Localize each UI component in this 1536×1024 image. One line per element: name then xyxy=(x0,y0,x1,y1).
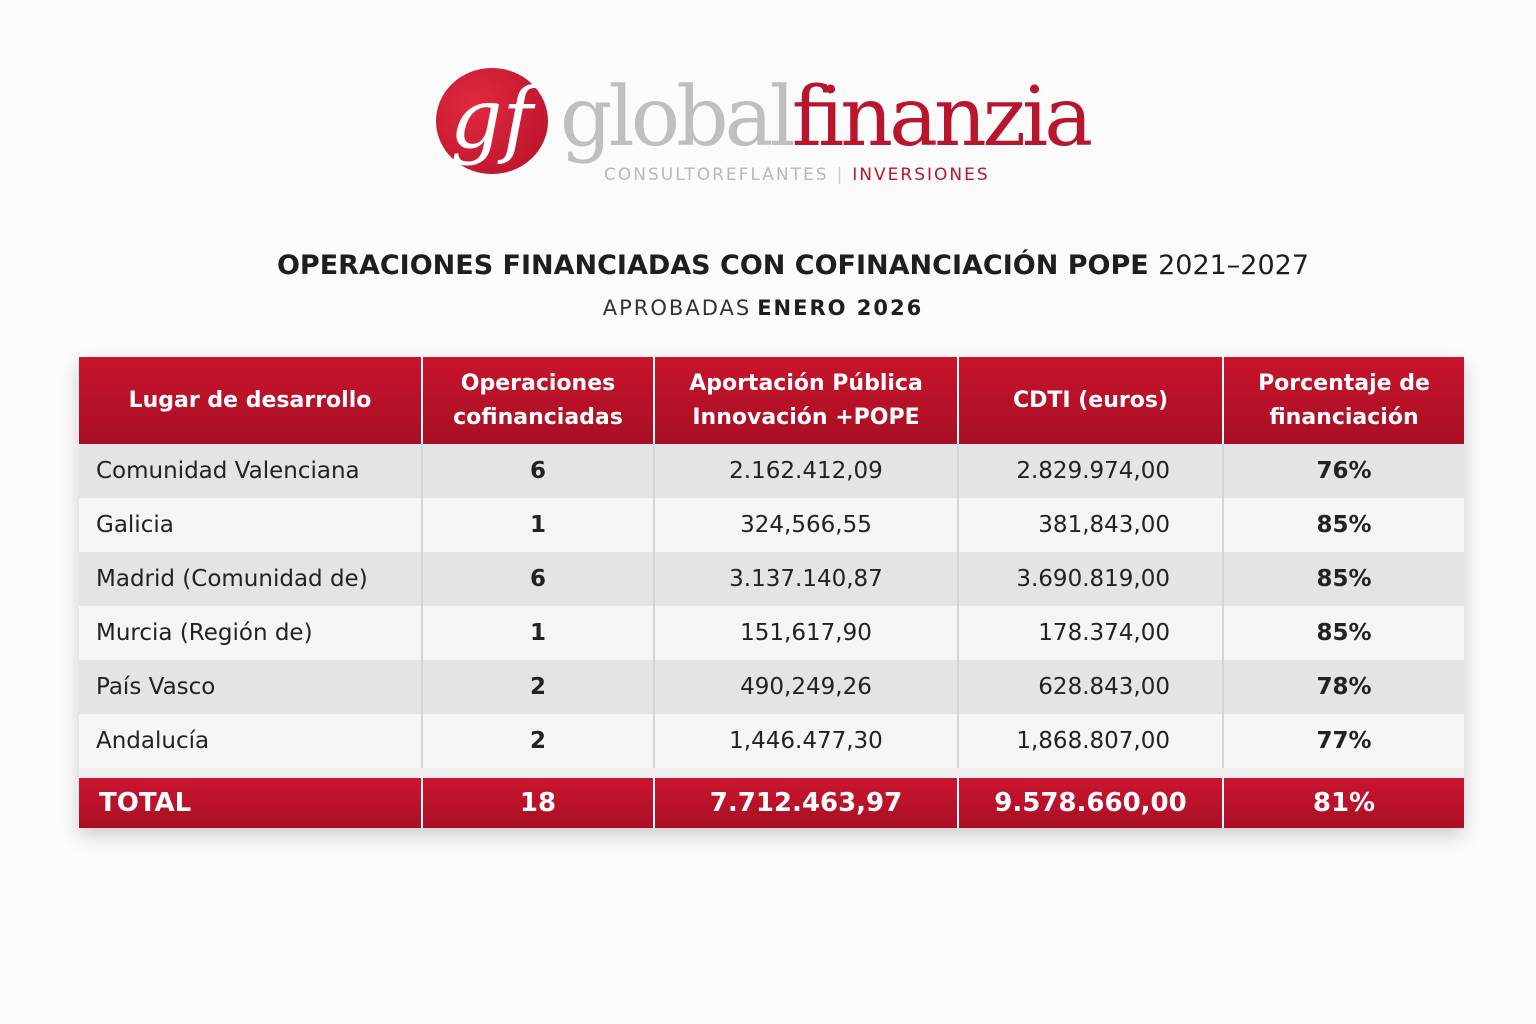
cell-operaciones: 6 xyxy=(421,444,654,498)
cell-aportacion: 324,566,55 xyxy=(653,498,958,552)
tagline-left: CONSULTOREFLANTES xyxy=(604,165,829,185)
logo-monogram: gf xyxy=(436,68,548,174)
cell-lugar: País Vasco xyxy=(79,660,422,714)
table-row: Madrid (Comunidad de) 6 3.137.140,87 3.690.… xyxy=(79,552,1464,606)
operations-table: Lugar de desarrollo Operaciones cofinanci… xyxy=(79,357,1464,828)
table-row: Comunidad Valenciana 6 2.162.412,09 2.829.9… xyxy=(79,444,1464,498)
tagline-separator: | xyxy=(836,165,845,185)
cell-porcentaje: 77% xyxy=(1222,714,1464,768)
subtitle-period: ENERO 2026 xyxy=(757,296,924,320)
cell-aportacion: 1,446.477,30 xyxy=(653,714,958,768)
total-row: TOTAL 18 7.712.463,97 9.578.660,00 81% xyxy=(79,778,1464,828)
cell-cdti: 1,868.807,00 xyxy=(957,714,1223,768)
cell-cdti: 381,843,00 xyxy=(957,498,1223,552)
cell-lugar: Murcia (Región de) xyxy=(79,606,422,660)
header-aportacion: Aportación Pública Innovación +POPE xyxy=(653,357,958,444)
total-cell-porcentaje: 81% xyxy=(1222,778,1464,828)
cell-operaciones: 6 xyxy=(421,552,654,606)
title-main: OPERACIONES FINANCIADAS CON COFINANCIACI… xyxy=(276,250,1149,281)
cell-lugar: Galicia xyxy=(79,498,422,552)
cell-operaciones: 2 xyxy=(421,660,654,714)
cell-porcentaje: 85% xyxy=(1222,552,1464,606)
cell-operaciones: 2 xyxy=(421,714,654,768)
spacer xyxy=(79,768,1464,778)
cell-porcentaje: 76% xyxy=(1222,444,1464,498)
subtitle-prefix: APROBADAS xyxy=(602,296,752,320)
total-cell-cdti: 9.578.660,00 xyxy=(957,778,1223,828)
wordmark-global: global xyxy=(560,70,796,165)
header-lugar: Lugar de desarrollo xyxy=(79,357,422,444)
wordmark-finanzia: finanzia xyxy=(791,70,1093,165)
spacer-row xyxy=(79,768,1464,778)
total-cell-lugar: TOTAL xyxy=(79,778,422,828)
logo: gf globalfinanzia CONSULTOREFLANTES | INVE… xyxy=(430,64,1093,204)
header-cdti: CDTI (euros) xyxy=(957,357,1223,444)
table-row: Andalucía 2 1,446.477,30 1,868.807,00 77% xyxy=(79,714,1464,768)
cell-aportacion: 490,249,26 xyxy=(653,660,958,714)
table-row: Galicia 1 324,566,55 381,843,00 85% xyxy=(79,498,1464,552)
cell-cdti: 178.374,00 xyxy=(957,606,1223,660)
header-operaciones: Operaciones cofinanciadas xyxy=(421,357,654,444)
table-header: Lugar de desarrollo Operaciones cofinanci… xyxy=(79,357,1464,444)
page-subtitle: APROBADAS ENERO 2026 xyxy=(0,296,1526,320)
header-porcentaje: Porcentaje de financiación xyxy=(1222,357,1464,444)
cell-cdti: 628.843,00 xyxy=(957,660,1223,714)
cell-aportacion: 2.162.412,09 xyxy=(653,444,958,498)
logo-wordmark: globalfinanzia xyxy=(560,70,1093,165)
cell-cdti: 2.829.974,00 xyxy=(957,444,1223,498)
cell-aportacion: 151,617,90 xyxy=(653,606,958,660)
cell-lugar: Comunidad Valenciana xyxy=(79,444,422,498)
monogram-text: gf xyxy=(450,72,533,167)
cell-operaciones: 1 xyxy=(421,606,654,660)
cell-lugar: Andalucía xyxy=(79,714,422,768)
cell-aportacion: 3.137.140,87 xyxy=(653,552,958,606)
logo-tagline: CONSULTOREFLANTES | INVERSIONES xyxy=(604,165,990,185)
table-row: País Vasco 2 490,249,26 628.843,00 78% xyxy=(79,660,1464,714)
cell-porcentaje: 78% xyxy=(1222,660,1464,714)
cell-porcentaje: 85% xyxy=(1222,606,1464,660)
tagline-right: INVERSIONES xyxy=(852,165,990,185)
total-cell-aportacion: 7.712.463,97 xyxy=(653,778,958,828)
title-years: 2021–2027 xyxy=(1158,250,1310,281)
total-cell-operaciones: 18 xyxy=(421,778,654,828)
page-title: OPERACIONES FINANCIADAS CON COFINANCIACI… xyxy=(0,250,1536,281)
cell-operaciones: 1 xyxy=(421,498,654,552)
cell-porcentaje: 85% xyxy=(1222,498,1464,552)
table-row: Murcia (Región de) 1 151,617,90 178.374,00 8… xyxy=(79,606,1464,660)
cell-lugar: Madrid (Comunidad de) xyxy=(79,552,422,606)
cell-cdti: 3.690.819,00 xyxy=(957,552,1223,606)
